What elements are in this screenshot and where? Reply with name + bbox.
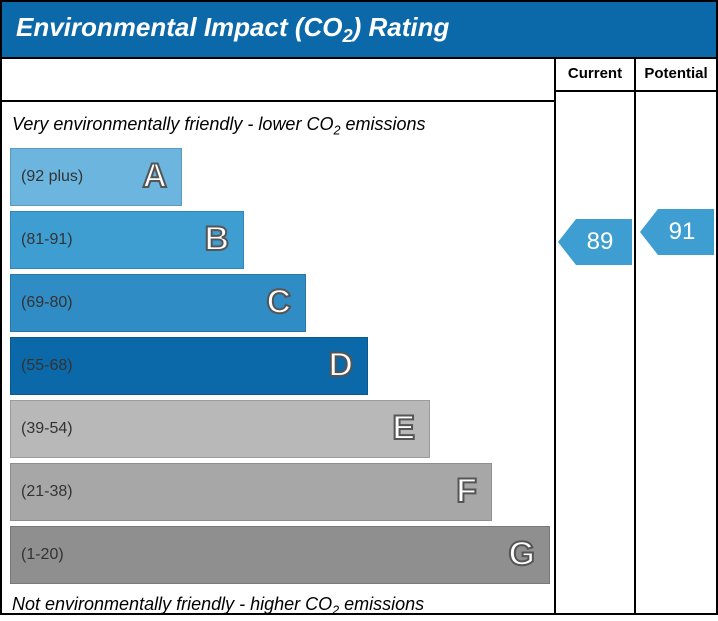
band-range: (81-91): [11, 231, 204, 249]
chart-body: Very environmentally friendly - lower CO…: [0, 59, 718, 615]
band-letter: G: [509, 535, 549, 574]
title-pre: Environmental Impact (CO: [16, 12, 343, 42]
rating-band-c: (69-80)C: [10, 274, 306, 332]
band-range: (39-54): [11, 420, 392, 438]
band-letter: C: [266, 283, 305, 322]
rating-band-b: (81-91)B: [10, 211, 244, 269]
current-value: 89: [581, 228, 614, 256]
band-letter: F: [456, 472, 491, 511]
rating-band-d: (55-68)D: [10, 337, 368, 395]
potential-value: 91: [663, 218, 696, 246]
co2-rating-chart: Environmental Impact (CO2) Rating Very e…: [0, 0, 718, 619]
current-header: Current: [556, 59, 634, 92]
rating-band-a: (92 plus)A: [10, 148, 182, 206]
rating-band-e: (39-54)E: [10, 400, 430, 458]
band-range: (69-80): [11, 294, 266, 312]
bars-host: (92 plus)A(81-91)B(69-80)C(55-68)D(39-54…: [2, 148, 554, 584]
caption-top: Very environmentally friendly - lower CO…: [2, 110, 554, 142]
current-column: Current 89: [556, 59, 636, 613]
current-arrow: 89: [562, 219, 632, 265]
bands-header-spacer: [2, 67, 554, 102]
caption-bottom: Not environmentally friendly - higher CO…: [2, 590, 554, 621]
rating-band-f: (21-38)F: [10, 463, 492, 521]
band-letter: A: [142, 157, 181, 196]
bands-column: Very environmentally friendly - lower CO…: [2, 59, 556, 613]
arrow-point-icon: [558, 219, 576, 265]
potential-arrow: 91: [644, 209, 714, 255]
band-range: (92 plus): [11, 168, 142, 186]
band-letter: B: [204, 220, 243, 259]
potential-header: Potential: [636, 59, 716, 92]
chart-title: Environmental Impact (CO2) Rating: [0, 0, 718, 59]
band-range: (55-68): [11, 357, 328, 375]
band-letter: E: [392, 409, 429, 448]
arrow-point-icon: [640, 209, 658, 255]
band-range: (21-38): [11, 483, 456, 501]
title-post: ) Rating: [353, 12, 450, 42]
title-sub: 2: [343, 26, 353, 46]
potential-column: Potential 91: [636, 59, 716, 613]
rating-band-g: (1-20)G: [10, 526, 550, 584]
band-range: (1-20): [11, 546, 509, 564]
band-letter: D: [328, 346, 367, 385]
